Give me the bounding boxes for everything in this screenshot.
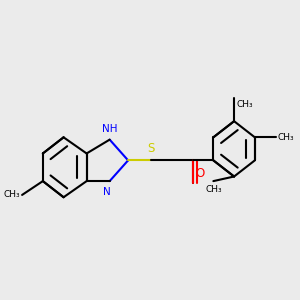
Text: CH₃: CH₃ <box>205 184 222 194</box>
Text: CH₃: CH₃ <box>3 190 20 200</box>
Text: NH: NH <box>102 124 117 134</box>
Text: CH₃: CH₃ <box>278 133 295 142</box>
Text: N: N <box>103 187 111 197</box>
Text: CH₃: CH₃ <box>236 100 253 109</box>
Text: S: S <box>147 142 155 154</box>
Text: O: O <box>195 167 204 180</box>
